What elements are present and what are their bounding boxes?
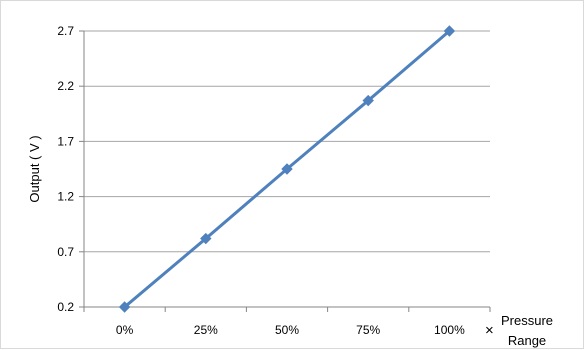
y-tick-label: 1.7 [57,134,74,148]
x-axis-suffix: × [485,322,494,339]
data-point-100pct [443,25,456,37]
data-point-75pct [362,94,374,107]
y-axis-title: Output ( V ) [27,135,42,202]
y-tick-label: 1.2 [57,190,74,204]
x-axis-title-line1: Pressure [501,313,553,328]
x-tick-label: 50% [275,323,299,337]
x-tick-label: 0% [116,323,134,337]
x-tick-label: 75% [356,323,380,337]
data-point-25pct [200,232,212,245]
y-tick-label: 2.2 [57,79,74,93]
x-tick-label: 100% [434,323,465,337]
axes [79,30,491,312]
data-point-50pct [281,163,293,175]
y-tick-label: 0.7 [57,245,74,259]
x-tick-label: 25% [194,323,218,337]
x-axis-title-line2: Range [508,333,546,348]
data-point-0pct [118,301,131,313]
labels: 0.2 0.7 1.2 1.7 2.2 2.7 0% 25% 50% 75% 100% × Pressu… [27,24,553,348]
y-tick-label: 0.2 [57,300,74,314]
series-layer [118,25,456,313]
y-tick-label: 2.7 [57,24,74,38]
